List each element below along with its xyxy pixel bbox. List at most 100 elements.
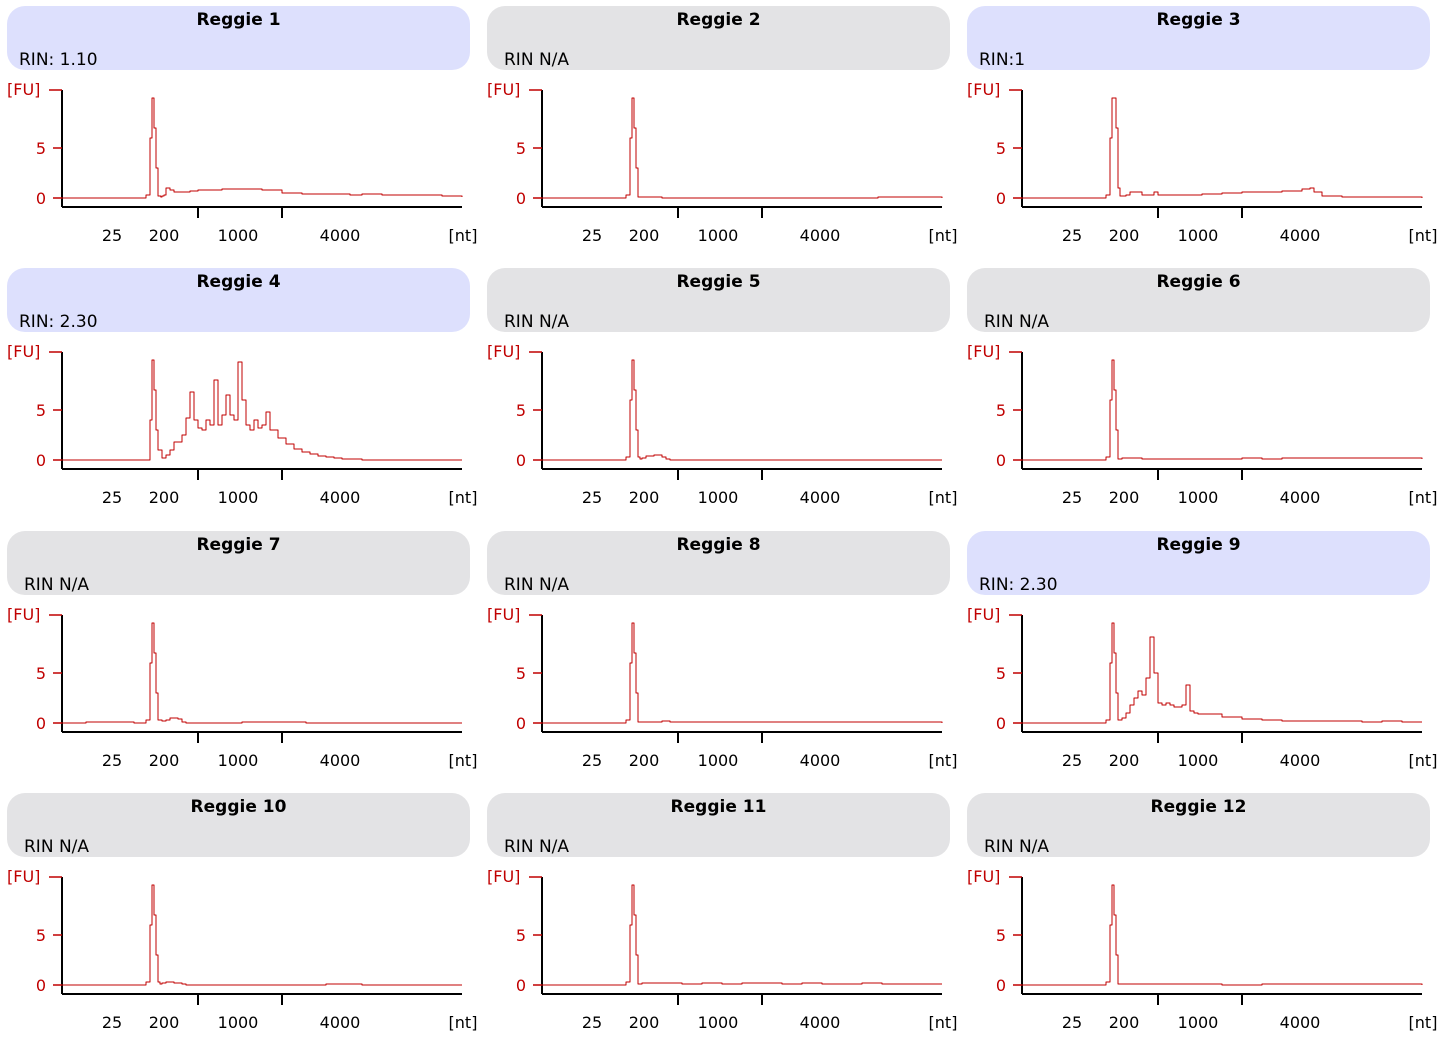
fluorescence-trace xyxy=(1022,359,1423,461)
chart-panel-6: Reggie 6 RIN N/A [FU] 0 5 25 200 1000 4000 [nt] xyxy=(960,262,1440,524)
x-axis-label: [nt] xyxy=(449,226,478,245)
electropherogram-plot: [FU] 0 5 25 200 1000 4000 [nt] xyxy=(487,867,958,1032)
x-tick-label: 1000 xyxy=(698,751,739,770)
y-tick-label: 0 xyxy=(996,189,1006,208)
fluorescence-trace xyxy=(1022,884,1423,986)
fluorescence-trace xyxy=(1022,622,1422,724)
x-tick-label: 200 xyxy=(629,751,660,770)
y-tick-label: 5 xyxy=(516,664,526,683)
chart-title: Reggie 1 xyxy=(196,10,281,30)
x-tick-label: 4000 xyxy=(1280,1013,1321,1032)
y-tick-label: 0 xyxy=(516,189,526,208)
chart-panel-10: Reggie 10 RIN N/A [FU] 0 5 25 200 1000 4000 [nt] xyxy=(0,787,480,1049)
chart-title: Reggie 12 xyxy=(1150,797,1247,817)
chart-title: Reggie 10 xyxy=(190,797,287,817)
chart-panel-4: Reggie 4 RIN: 2.30 [FU] 0 5 25 200 1000 4000 [nt] xyxy=(0,262,480,524)
electropherogram-plot: [FU] 0 5 25 200 1000 4000 [nt] xyxy=(7,80,478,245)
x-axis-label: [nt] xyxy=(449,751,478,770)
x-tick-label: 200 xyxy=(1109,751,1140,770)
chart-panel-2: Reggie 2 RIN N/A [FU] 0 5 25 200 1000 4000 [nt] xyxy=(480,0,960,262)
y-tick-label: 0 xyxy=(516,451,526,470)
electropherogram-plot: [FU] 0 5 25 200 1000 4000 [nt] xyxy=(967,867,1437,1032)
x-tick-label: 1000 xyxy=(218,751,259,770)
fluorescence-trace xyxy=(62,622,462,724)
chart-title: Reggie 7 xyxy=(196,535,281,555)
y-tick-label: 5 xyxy=(516,139,526,158)
x-tick-label: 200 xyxy=(149,226,180,245)
chart-header: Reggie 6 RIN N/A xyxy=(967,268,1430,332)
y-tick-label: 0 xyxy=(996,714,1006,733)
x-axis-label: [nt] xyxy=(929,226,958,245)
fluorescence-trace xyxy=(1022,97,1423,199)
x-tick-label: 200 xyxy=(1109,488,1140,507)
rin-value: RIN N/A xyxy=(504,837,570,857)
fluorescence-trace xyxy=(542,359,942,461)
chart-title: Reggie 2 xyxy=(676,10,761,30)
fluorescence-trace xyxy=(62,884,462,986)
fluorescence-trace xyxy=(542,884,942,986)
y-tick-label: 5 xyxy=(516,926,526,945)
rin-value: RIN: 1.10 xyxy=(19,50,98,70)
rin-value: RIN N/A xyxy=(504,575,570,595)
chart-header: Reggie 12 RIN N/A xyxy=(967,793,1430,857)
chart-header: Reggie 11 RIN N/A xyxy=(487,793,950,857)
x-tick-label: 25 xyxy=(582,751,602,770)
x-tick-label: 4000 xyxy=(800,488,841,507)
y-tick-label: 0 xyxy=(996,976,1006,995)
y-axis-label: [FU] xyxy=(487,867,520,886)
y-tick-label: 0 xyxy=(36,189,46,208)
x-tick-label: 25 xyxy=(1062,488,1082,507)
fluorescence-trace xyxy=(62,359,462,461)
chart-header: Reggie 4 RIN: 2.30 xyxy=(7,268,470,332)
x-tick-label: 25 xyxy=(102,751,122,770)
electropherogram-plot: [FU] 0 5 25 200 1000 4000 [nt] xyxy=(7,342,477,507)
x-axis-label: [nt] xyxy=(929,488,958,507)
x-tick-label: 1000 xyxy=(218,488,259,507)
x-tick-label: 1000 xyxy=(1178,751,1219,770)
chart-panel-8: Reggie 8 RIN N/A [FU] 0 5 25 200 1000 4000 [nt] xyxy=(480,525,960,787)
y-tick-label: 0 xyxy=(516,714,526,733)
y-axis-label: [FU] xyxy=(967,867,1000,886)
chart-header: Reggie 3 RIN:1 xyxy=(967,6,1430,70)
rin-value: RIN N/A xyxy=(984,312,1050,332)
x-tick-label: 25 xyxy=(102,488,122,507)
x-axis-label: [nt] xyxy=(929,1013,958,1032)
x-tick-label: 4000 xyxy=(320,1013,361,1032)
rin-value: RIN N/A xyxy=(504,50,570,70)
rin-value: RIN: 2.30 xyxy=(979,575,1058,595)
x-axis-label: [nt] xyxy=(929,751,958,770)
x-axis-label: [nt] xyxy=(1409,226,1438,245)
chart-title: Reggie 9 xyxy=(1156,535,1241,555)
y-axis-label: [FU] xyxy=(7,342,40,361)
y-tick-label: 5 xyxy=(36,401,46,420)
x-axis-label: [nt] xyxy=(1409,751,1438,770)
x-tick-label: 25 xyxy=(1062,226,1082,245)
rin-value: RIN N/A xyxy=(24,575,90,595)
y-tick-label: 5 xyxy=(996,139,1006,158)
chart-header: Reggie 10 RIN N/A xyxy=(7,793,470,857)
electropherogram-plot: [FU] 0 5 25 200 1000 4000 [nt] xyxy=(967,605,1438,770)
x-tick-label: 25 xyxy=(582,226,602,245)
x-tick-label: 200 xyxy=(149,751,180,770)
chart-header: Reggie 7 RIN N/A xyxy=(7,531,470,595)
chart-panel-9: Reggie 9 RIN: 2.30 [FU] 0 5 25 200 1000 4000 [nt] xyxy=(960,525,1440,787)
chart-title: Reggie 4 xyxy=(196,272,281,292)
chart-title: Reggie 3 xyxy=(1156,10,1241,30)
fluorescence-trace xyxy=(62,97,463,199)
x-tick-label: 200 xyxy=(1109,226,1140,245)
x-tick-label: 1000 xyxy=(698,226,739,245)
y-axis-label: [FU] xyxy=(967,342,1000,361)
chart-panel-3: Reggie 3 RIN:1 [FU] 0 5 25 200 1000 4000 [nt] xyxy=(960,0,1440,262)
x-tick-label: 200 xyxy=(629,226,660,245)
x-tick-label: 25 xyxy=(1062,751,1082,770)
chart-panel-1: Reggie 1 RIN: 1.10 [FU] 0 5 25 200 1000 4000 [nt] xyxy=(0,0,480,262)
y-tick-label: 5 xyxy=(996,926,1006,945)
fluorescence-trace xyxy=(542,97,943,199)
y-tick-label: 5 xyxy=(996,401,1006,420)
chart-header: Reggie 9 RIN: 2.30 xyxy=(967,531,1430,595)
x-tick-label: 200 xyxy=(1109,1013,1140,1032)
chart-title: Reggie 5 xyxy=(676,272,761,292)
y-tick-label: 0 xyxy=(996,451,1006,470)
x-tick-label: 25 xyxy=(102,1013,122,1032)
